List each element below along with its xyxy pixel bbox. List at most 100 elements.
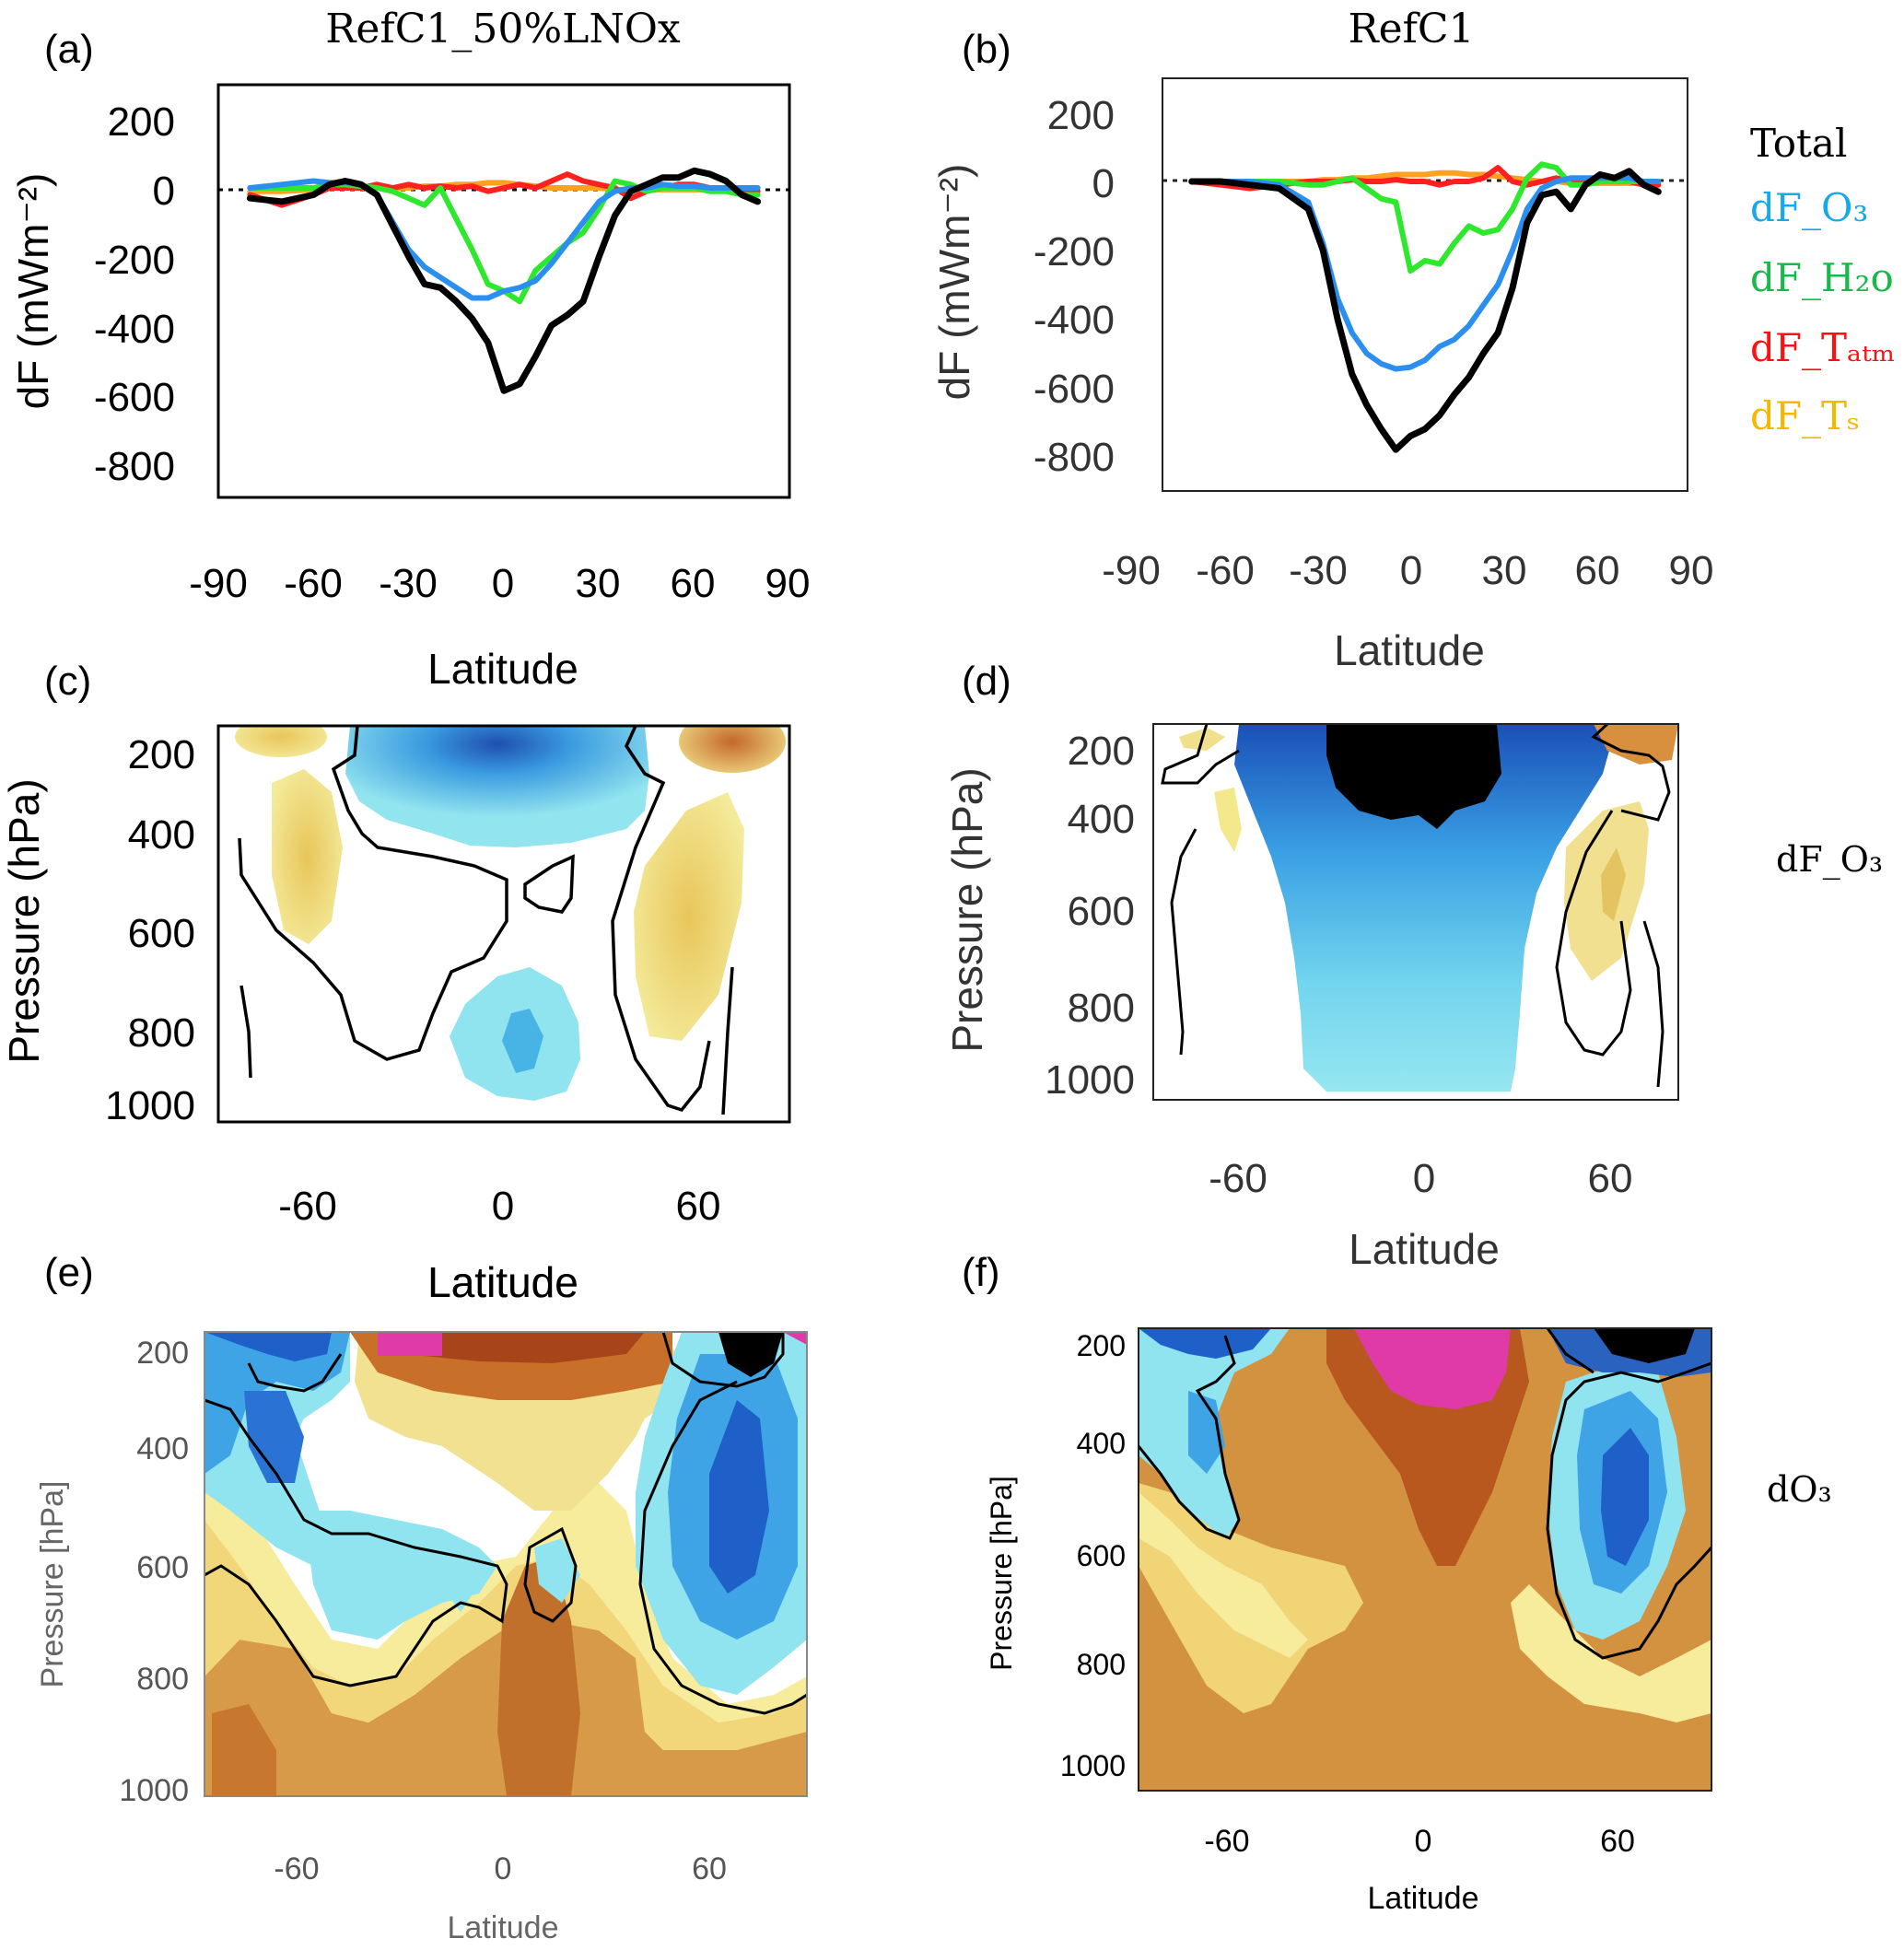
panel-f-label: (f) <box>962 1250 1000 1295</box>
panel-d-field <box>1153 724 1678 1100</box>
y-tick-label: 200 <box>1068 729 1135 774</box>
panel-d-zero-contour-left <box>1170 828 1197 1056</box>
y-tick-label: 1000 <box>119 1773 189 1808</box>
panel-e-negative-core-left <box>244 1391 304 1483</box>
panel-d-label: (d) <box>962 659 1011 704</box>
panel-b-x-axis-label: Latitude <box>1334 626 1485 674</box>
panel-f-positive-light-right <box>1511 1584 1711 1722</box>
panel-e-y-axis-label: Pressure [hPa] <box>35 1481 70 1688</box>
panel-c-y-axis-label: Pressure (hPa) <box>0 778 48 1063</box>
panel-c: (c) <box>0 659 791 1306</box>
panel-f-positive-light-left <box>1139 1492 1308 1658</box>
panel-c-closed-contour <box>523 854 575 914</box>
panel-f-negative-dark-left <box>1139 1328 1271 1359</box>
panel-e-positive-band-light <box>204 1474 807 1722</box>
panel-f-frame <box>1138 1327 1712 1792</box>
y-tick-label: 1000 <box>1060 1749 1126 1782</box>
panel-c-zero-contour-right <box>611 726 711 1113</box>
y-tick-label: -200 <box>1034 229 1115 274</box>
y-tick-label: 1000 <box>105 1083 195 1128</box>
y-tick-label: 1000 <box>1045 1057 1135 1103</box>
panel-a-y-ticks: 200 0 -200 -400 -600 -800 <box>94 99 175 489</box>
x-tick-label: 60 <box>1588 1156 1633 1201</box>
x-tick-label: 30 <box>1482 548 1527 593</box>
panel-f-zero-contour-top-right <box>1546 1328 1594 1374</box>
x-tick-label: 0 <box>1400 548 1422 593</box>
panel-a: (a) RefC1_50%LNOx 200 0 -200 -400 -600 -… <box>9 6 810 606</box>
series-line-total <box>246 167 762 394</box>
panel-e-zero-contour-right <box>638 1380 807 1715</box>
y-tick-label: -400 <box>94 307 175 352</box>
panel-a-frame <box>216 83 791 499</box>
panel-a-x-ticks: -90 -60 -30 0 30 60 90 <box>189 561 810 606</box>
y-tick-label: -800 <box>1034 435 1115 480</box>
panel-e-zero-contour-top-left <box>247 1353 343 1393</box>
panel-c-frame <box>216 724 791 1124</box>
series-line-df-o3 <box>247 178 761 301</box>
panel-e-extreme-positive-patch <box>378 1332 442 1356</box>
panel-c-positive-region-right <box>634 792 744 1041</box>
panel-f-x-axis-label: Latitude <box>1368 1881 1479 1916</box>
y-tick-label: 800 <box>136 1662 189 1697</box>
x-tick-label: 0 <box>1415 1824 1432 1859</box>
y-tick-label: 800 <box>1068 986 1135 1031</box>
panel-c-contour-edge-left <box>239 985 252 1079</box>
x-tick-label: -60 <box>274 1851 319 1886</box>
legend: Total dF_O₃ dF_H₂o dF_Tₐₜₘ dF_Tₛ <box>1750 121 1895 438</box>
panel-c-x-ticks: -60 0 60 <box>278 1184 720 1229</box>
panel-c-positive-top-right <box>679 726 786 773</box>
panel-d-negative-region <box>1234 724 1617 1092</box>
panel-a-series <box>246 167 762 394</box>
panel-e-field <box>204 1332 807 1796</box>
panel-f-negative-dark-right <box>1601 1428 1649 1566</box>
panel-e-closed-contour <box>523 1526 578 1623</box>
panel-b-series <box>1188 161 1662 453</box>
panel-c-positive-region-left <box>272 769 343 944</box>
x-tick-label: -60 <box>278 1184 337 1229</box>
panel-e-zero-contour-left <box>204 1398 508 1687</box>
panel-e-y-ticks: 200 400 600 800 1000 <box>119 1336 189 1808</box>
panel-d-x-axis-label: Latitude <box>1349 1225 1500 1273</box>
x-tick-label: -60 <box>1196 548 1255 593</box>
panel-d-zero-contour-edge <box>1642 920 1665 1088</box>
panel-e-positive-core-center <box>497 1557 580 1796</box>
panel-b-title: RefC1 <box>1348 6 1474 53</box>
panel-c-negative-region-upper <box>345 726 649 847</box>
x-tick-label: 90 <box>1669 548 1714 593</box>
panel-d-zero-contour-top-right <box>1591 724 1671 822</box>
x-tick-label: 60 <box>676 1184 721 1229</box>
panel-f-y-axis-label: Pressure [hPa] <box>985 1476 1018 1671</box>
y-tick-label: -600 <box>1034 367 1115 412</box>
panel-b-y-axis-label: dF (mWm⁻²) <box>930 164 978 401</box>
panel-a-label: (a) <box>44 27 94 72</box>
panel-a-y-axis-label: dF (mWm⁻²) <box>9 173 57 410</box>
panel-c-x-axis-label: Latitude <box>427 1258 578 1306</box>
panel-e-negative-dark-left <box>204 1332 332 1361</box>
y-tick-label: 800 <box>1077 1648 1126 1681</box>
x-tick-label: 60 <box>1575 548 1620 593</box>
x-tick-label: -90 <box>1102 548 1161 593</box>
y-tick-label: 600 <box>136 1550 189 1585</box>
y-tick-label: 200 <box>136 1336 189 1371</box>
panel-c-y-ticks: 200 400 600 800 1000 <box>105 732 195 1128</box>
panel-e-frame <box>204 1331 808 1797</box>
x-tick-label: -60 <box>1209 1156 1267 1201</box>
panel-d-x-ticks: -60 0 60 <box>1209 1156 1632 1201</box>
y-tick-label: 0 <box>1092 161 1115 206</box>
panel-d-positive-right-core <box>1601 847 1626 921</box>
y-tick-label: 400 <box>1077 1427 1126 1460</box>
panel-e-positive-core-left <box>212 1704 276 1796</box>
panel-d: (d) 200 40 <box>943 659 1883 1273</box>
y-tick-label: 400 <box>1068 797 1135 842</box>
x-tick-label: -60 <box>284 561 343 606</box>
panel-c-field <box>218 726 789 1122</box>
y-tick-label: 200 <box>1077 1329 1126 1362</box>
series-line-df-o3 <box>1188 175 1662 372</box>
panel-f-x-ticks: -60 0 60 <box>1204 1824 1634 1859</box>
panel-b-y-ticks: 200 0 -200 -400 -600 -800 <box>1034 93 1115 480</box>
panel-d-y-axis-label: Pressure (hPa) <box>943 767 991 1052</box>
panel-c-zero-contour-left <box>238 726 508 1061</box>
panel-c-negative-core-lower <box>502 1009 543 1073</box>
panel-e-positive-band-mid <box>204 1520 807 1750</box>
panel-d-y-ticks: 200 400 600 800 1000 <box>1045 729 1135 1103</box>
